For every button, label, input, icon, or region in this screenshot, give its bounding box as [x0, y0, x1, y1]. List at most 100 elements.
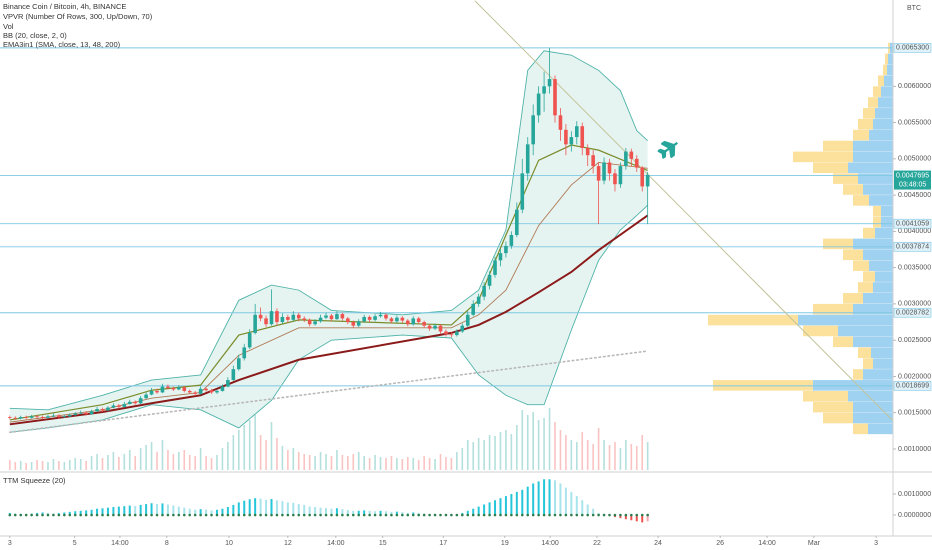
candle-body — [640, 167, 645, 187]
level-label-box — [893, 43, 932, 53]
squeeze-dot — [630, 513, 633, 517]
x-tick-label: 3 — [874, 540, 878, 547]
squeeze-dot — [526, 513, 530, 517]
squeeze-dot — [79, 513, 82, 517]
squeeze-bar — [199, 509, 202, 516]
squeeze-dot — [52, 513, 55, 517]
volume-bar — [314, 456, 316, 470]
candle-body — [629, 151, 634, 159]
squeeze-bar — [232, 504, 235, 516]
candle-body — [46, 416, 50, 418]
volume-bar — [450, 458, 453, 470]
candle-body — [395, 317, 399, 322]
candle-body — [498, 253, 503, 261]
profile-up — [869, 129, 893, 141]
volume-bar — [178, 452, 180, 470]
squeeze-bar — [145, 504, 148, 516]
squeeze-bar — [101, 508, 104, 516]
squeeze-bar — [537, 481, 540, 516]
volume-bar — [237, 430, 240, 470]
squeeze-dot — [564, 513, 568, 517]
profile-down — [803, 390, 848, 402]
volume-bar — [526, 415, 529, 470]
squeeze-dot — [112, 513, 115, 517]
squeeze-dot — [433, 513, 437, 517]
volume-bar — [287, 450, 289, 470]
volume-bar — [532, 412, 534, 470]
volume-bar — [510, 434, 513, 470]
x-tick-label: 22 — [593, 540, 601, 547]
profile-down — [813, 162, 848, 174]
squeeze-dot — [619, 513, 622, 517]
squeeze-dot — [624, 513, 628, 517]
profile-up — [881, 205, 893, 217]
y-tick-label: 0.0010000 — [898, 446, 931, 453]
profile-up — [878, 97, 893, 108]
squeeze-bar — [314, 507, 317, 516]
volume-bar — [352, 454, 355, 470]
volume-bar — [167, 450, 169, 470]
squeeze-dot — [150, 513, 153, 517]
squeeze-dot — [232, 513, 235, 517]
squeeze-bar — [292, 502, 295, 516]
squeeze-dot — [575, 513, 579, 517]
squeeze-dot — [455, 513, 459, 517]
squeeze-dot — [106, 513, 110, 517]
squeeze-dot — [117, 513, 121, 517]
squeeze-bar — [543, 479, 546, 516]
squeeze-bar — [156, 504, 159, 516]
volume-bar — [216, 455, 218, 470]
legend: Binance Coin / Bitcoin, 4h, BINANCE VPVR… — [3, 2, 153, 485]
volume-bar — [412, 458, 415, 470]
squeeze-bar — [374, 511, 377, 516]
squeeze-dot — [640, 513, 644, 517]
squeeze-bar — [335, 508, 338, 516]
x-tick-label: 15 — [379, 540, 387, 547]
profile-down — [878, 75, 884, 87]
squeeze-dot — [302, 513, 306, 517]
squeeze-bar — [85, 510, 88, 516]
profile-up — [863, 293, 893, 304]
candle-body — [242, 347, 247, 359]
profile-up — [873, 358, 893, 369]
volume-bar — [516, 425, 518, 470]
profile-down — [813, 303, 853, 315]
squeeze-dot — [537, 513, 540, 517]
profile-down — [858, 282, 873, 293]
candle-body — [106, 407, 110, 411]
volume-bar — [36, 460, 38, 470]
level-label: 0.0065300 — [896, 45, 929, 52]
squeeze-bar — [221, 508, 224, 516]
volume-bar — [265, 440, 267, 470]
squeeze-dot — [242, 513, 246, 517]
volume-bar — [281, 446, 284, 470]
volume-bar — [543, 418, 545, 470]
candle-body — [411, 318, 416, 325]
indicator-label: EMA3in1 (SMA, close, 13, 48, 200) — [3, 40, 121, 49]
squeeze-dot — [548, 513, 551, 517]
squeeze-dot — [591, 513, 595, 517]
volume-bar — [597, 428, 600, 470]
y-tick-label: 0.0015000 — [898, 410, 931, 417]
squeeze-bar — [641, 515, 644, 523]
squeeze-dot — [8, 513, 12, 517]
volume-bar — [85, 461, 87, 470]
airplane-icon — [657, 140, 679, 159]
squeeze-bar — [504, 496, 507, 516]
squeeze-bar — [270, 499, 273, 516]
candle-body — [634, 158, 639, 168]
candle-body — [455, 331, 459, 336]
candle-body — [286, 316, 290, 320]
y-tick-label: 0.0025000 — [898, 337, 931, 344]
volume-bar — [554, 422, 556, 470]
x-tick-label: 14:00 — [541, 540, 559, 547]
squeeze-bar — [553, 480, 556, 516]
volume-bar — [483, 440, 485, 470]
volume-bar — [466, 440, 469, 470]
volume-bar — [25, 463, 27, 470]
squeeze-dot — [133, 513, 137, 517]
squeeze-bar — [510, 493, 513, 516]
squeeze-dot — [390, 513, 393, 517]
volume-bar — [417, 460, 420, 470]
